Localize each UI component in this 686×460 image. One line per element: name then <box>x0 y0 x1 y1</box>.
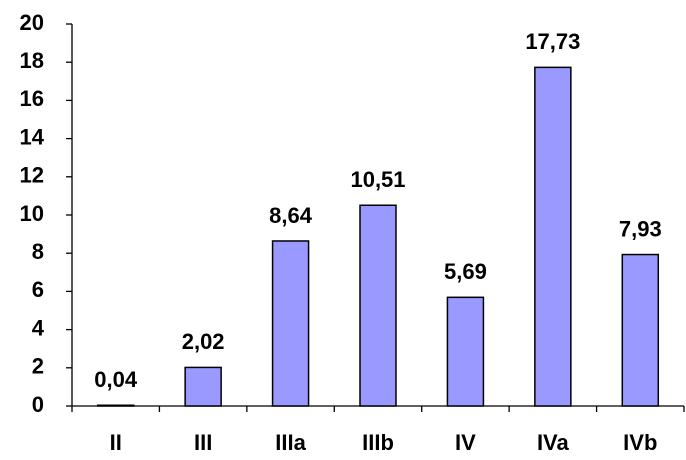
y-tick-label: 18 <box>20 48 44 73</box>
value-label: 17,73 <box>525 29 580 54</box>
bar <box>184 366 222 407</box>
value-label: 7,93 <box>619 216 662 241</box>
bar <box>621 253 660 407</box>
x-tick-label: IVa <box>537 430 570 455</box>
y-tick-label: 4 <box>32 315 45 340</box>
value-label: 5,69 <box>444 259 487 284</box>
x-tick-label: IVb <box>623 430 657 455</box>
x-tick-label: II <box>110 430 122 455</box>
bar <box>271 240 310 407</box>
value-label: 0,04 <box>94 367 138 392</box>
bar <box>446 296 485 407</box>
y-tick-label: 10 <box>20 201 44 226</box>
value-label: 2,02 <box>182 329 225 354</box>
value-label: 10,51 <box>350 167 405 192</box>
y-tick-label: 14 <box>20 124 45 149</box>
x-tick-label: IIIa <box>275 430 306 455</box>
value-label: 8,64 <box>269 203 313 228</box>
y-tick-label: 20 <box>20 10 44 35</box>
x-tick-label: IV <box>455 430 476 455</box>
y-tick-label: 12 <box>20 163 44 188</box>
bar <box>96 404 135 407</box>
x-tick-label: IIIb <box>362 430 394 455</box>
bar <box>534 66 572 407</box>
x-tick-label: III <box>194 430 212 455</box>
y-tick-label: 16 <box>20 86 44 111</box>
bar <box>359 204 397 407</box>
y-tick-label: 6 <box>32 277 44 302</box>
y-tick-label: 8 <box>32 239 44 264</box>
y-tick-label: 0 <box>32 392 44 417</box>
y-tick-label: 2 <box>32 354 44 379</box>
